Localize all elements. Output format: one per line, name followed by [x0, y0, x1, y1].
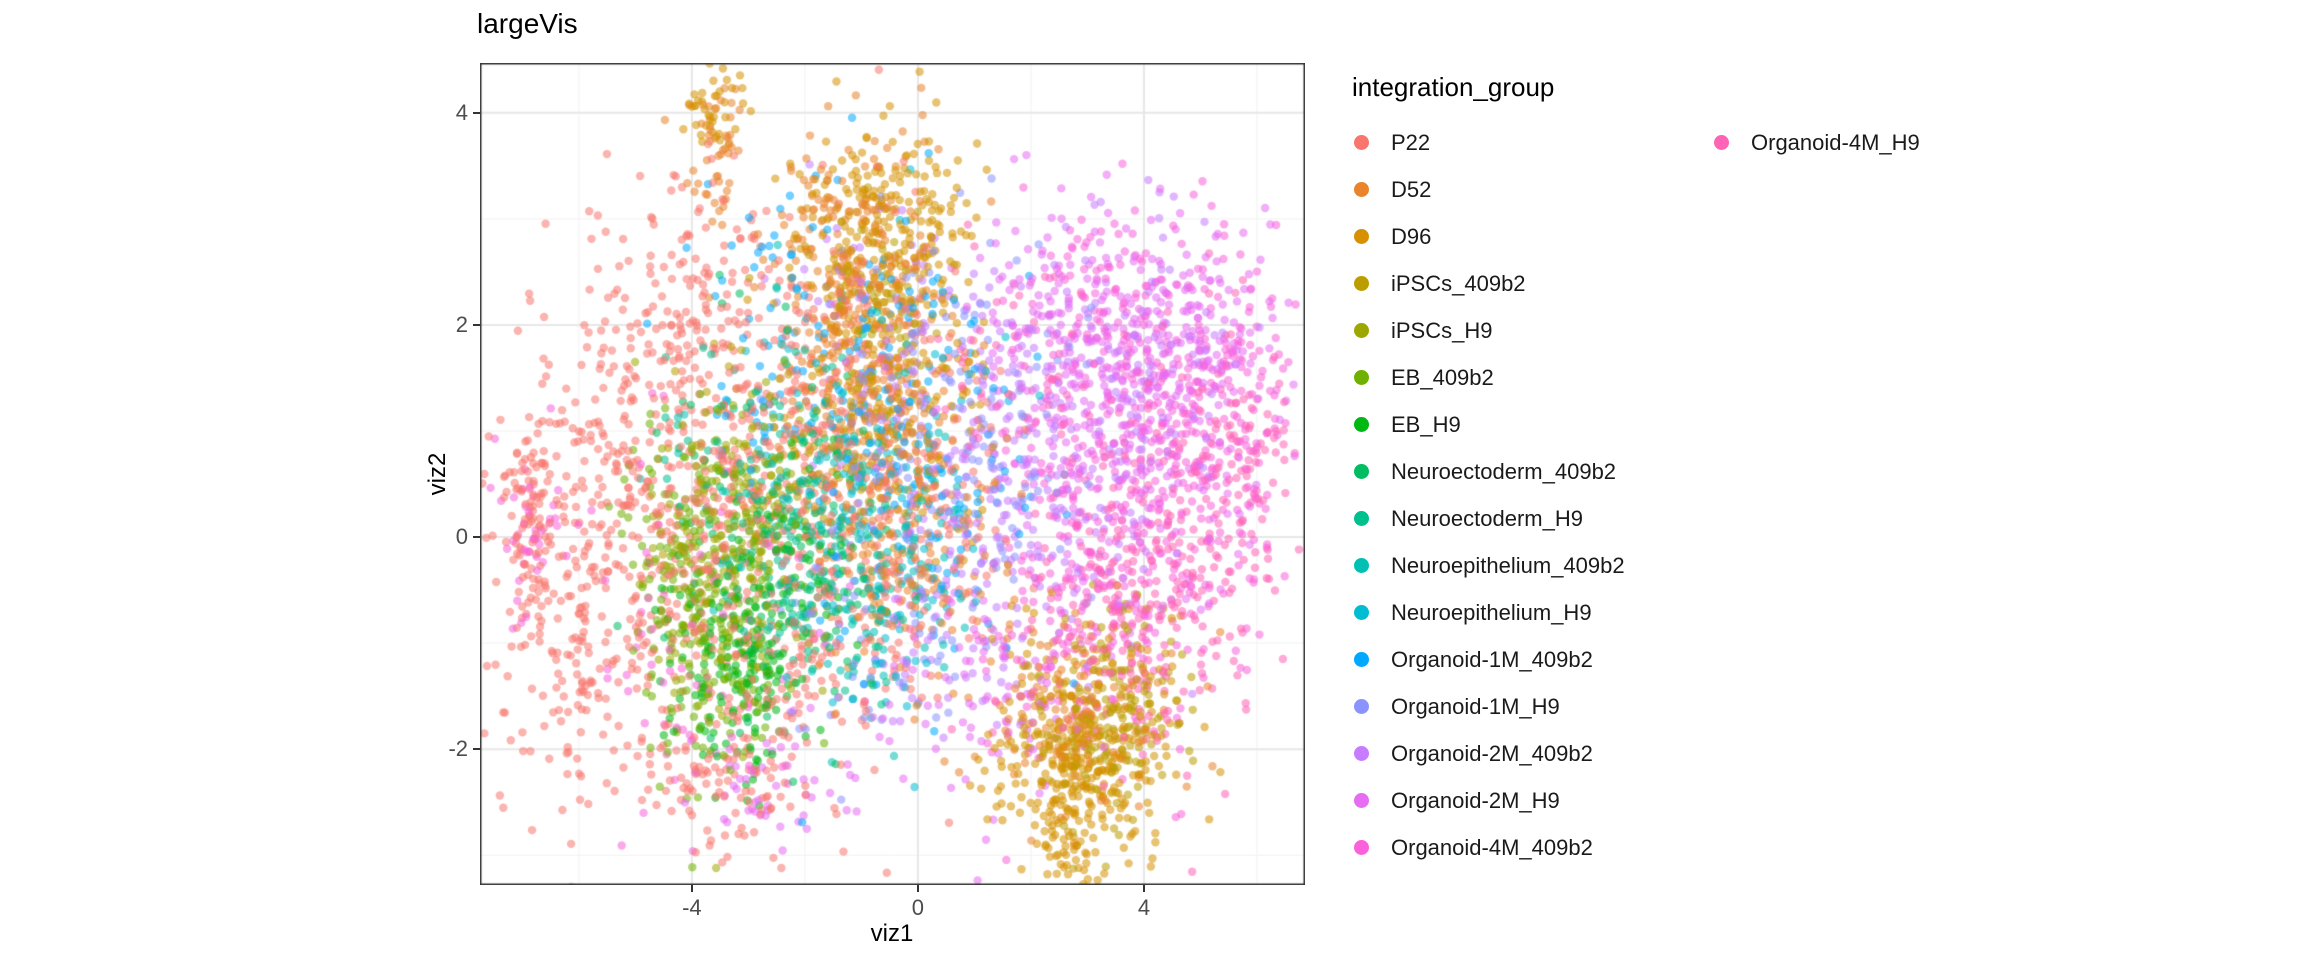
- x-tick-mark: [690, 885, 693, 892]
- legend-item: Organoid-1M_H9: [1350, 683, 1710, 730]
- legend-label: Organoid-1M_409b2: [1391, 646, 1593, 672]
- legend-item: Organoid-2M_H9: [1350, 777, 1710, 824]
- legend-item: Organoid-4M_H9: [1710, 119, 1920, 166]
- legend-label: EB_409b2: [1391, 364, 1494, 390]
- legend-column: Organoid-4M_H9: [1710, 119, 1920, 166]
- legend-swatch-icon: [1354, 511, 1369, 526]
- legend-item: P22: [1350, 119, 1710, 166]
- y-tick-mark: [473, 536, 480, 539]
- legend-swatch-icon: [1354, 276, 1369, 291]
- x-tick-mark: [1142, 885, 1145, 892]
- legend-label: Organoid-4M_H9: [1751, 129, 1920, 155]
- scatter-canvas: [480, 63, 1305, 885]
- legend-columns: P22 D52 D96 iPSCs_409b2 iPSCs_H9 EB_409b2 EB_H…: [1350, 119, 1920, 871]
- y-tick-label: 2: [455, 311, 468, 337]
- y-tick-mark: [473, 111, 480, 114]
- legend-item: Organoid-1M_409b2: [1350, 636, 1710, 683]
- x-tick-label: -4: [682, 895, 702, 920]
- legend-swatch-icon: [1354, 605, 1369, 620]
- legend-swatch-icon: [1714, 135, 1729, 150]
- legend-swatch-icon: [1354, 417, 1369, 432]
- legend-label: Organoid-1M_H9: [1391, 693, 1560, 719]
- legend-item: D96: [1350, 213, 1710, 260]
- legend-label: Organoid-4M_409b2: [1391, 834, 1593, 860]
- legend-swatch-icon: [1354, 746, 1369, 761]
- legend-swatch-icon: [1354, 135, 1369, 150]
- legend-swatch-icon: [1354, 182, 1369, 197]
- y-tick-mark: [473, 323, 480, 326]
- legend-label: Neuroectoderm_409b2: [1391, 458, 1617, 484]
- legend-item: iPSCs_H9: [1350, 307, 1710, 354]
- legend-swatch-icon: [1354, 558, 1369, 573]
- legend-label: EB_H9: [1391, 411, 1461, 437]
- y-tick-label: 0: [455, 524, 468, 550]
- y-tick-label: 4: [455, 99, 468, 125]
- x-tick-label: 0: [911, 895, 925, 920]
- plot-panel: [480, 63, 1305, 885]
- legend-item: Neuroectoderm_409b2: [1350, 448, 1710, 495]
- legend-swatch-icon: [1354, 464, 1369, 479]
- legend-swatch-icon: [1354, 840, 1369, 855]
- legend-item: Neuroectoderm_H9: [1350, 495, 1710, 542]
- legend-label: D96: [1391, 223, 1432, 249]
- legend-label: Neuroectoderm_H9: [1391, 505, 1583, 531]
- legend-title: integration_group: [1352, 72, 1555, 102]
- legend-label: D52: [1391, 176, 1432, 202]
- legend-label: Neuroepithelium_409b2: [1391, 552, 1625, 578]
- legend-swatch-icon: [1354, 652, 1369, 667]
- legend-label: Organoid-2M_409b2: [1391, 740, 1593, 766]
- y-axis-title: viz2: [424, 452, 451, 496]
- y-tick-mark: [473, 748, 480, 751]
- x-tick-mark: [916, 885, 919, 892]
- legend-label: P22: [1391, 129, 1431, 155]
- legend-item: iPSCs_409b2: [1350, 260, 1710, 307]
- legend-item: D52: [1350, 166, 1710, 213]
- legend-item: Organoid-2M_409b2: [1350, 730, 1710, 777]
- legend-label: Neuroepithelium_H9: [1391, 599, 1592, 625]
- x-axis-title: viz1: [870, 920, 914, 947]
- legend-item: EB_409b2: [1350, 354, 1710, 401]
- legend-swatch-icon: [1354, 370, 1369, 385]
- legend-item: Organoid-4M_409b2: [1350, 824, 1710, 871]
- legend-column: P22 D52 D96 iPSCs_409b2 iPSCs_H9 EB_409b2 EB_H…: [1350, 119, 1710, 871]
- legend-swatch-icon: [1354, 229, 1369, 244]
- y-tick-label: -2: [448, 736, 468, 762]
- legend-swatch-icon: [1354, 793, 1369, 808]
- legend-item: EB_H9: [1350, 401, 1710, 448]
- legend-item: Neuroepithelium_409b2: [1350, 542, 1710, 589]
- legend-label: iPSCs_409b2: [1391, 270, 1526, 296]
- legend-label: Organoid-2M_H9: [1391, 787, 1560, 813]
- legend-item: Neuroepithelium_H9: [1350, 589, 1710, 636]
- legend: integration_group P22 D52 D96 iPSCs_409b2 iP…: [1350, 72, 1920, 871]
- legend-label: iPSCs_H9: [1391, 317, 1493, 343]
- legend-swatch-icon: [1354, 699, 1369, 714]
- legend-swatch-icon: [1354, 323, 1369, 338]
- chart-title: largeVis: [477, 8, 578, 39]
- x-tick-label: 4: [1137, 895, 1151, 920]
